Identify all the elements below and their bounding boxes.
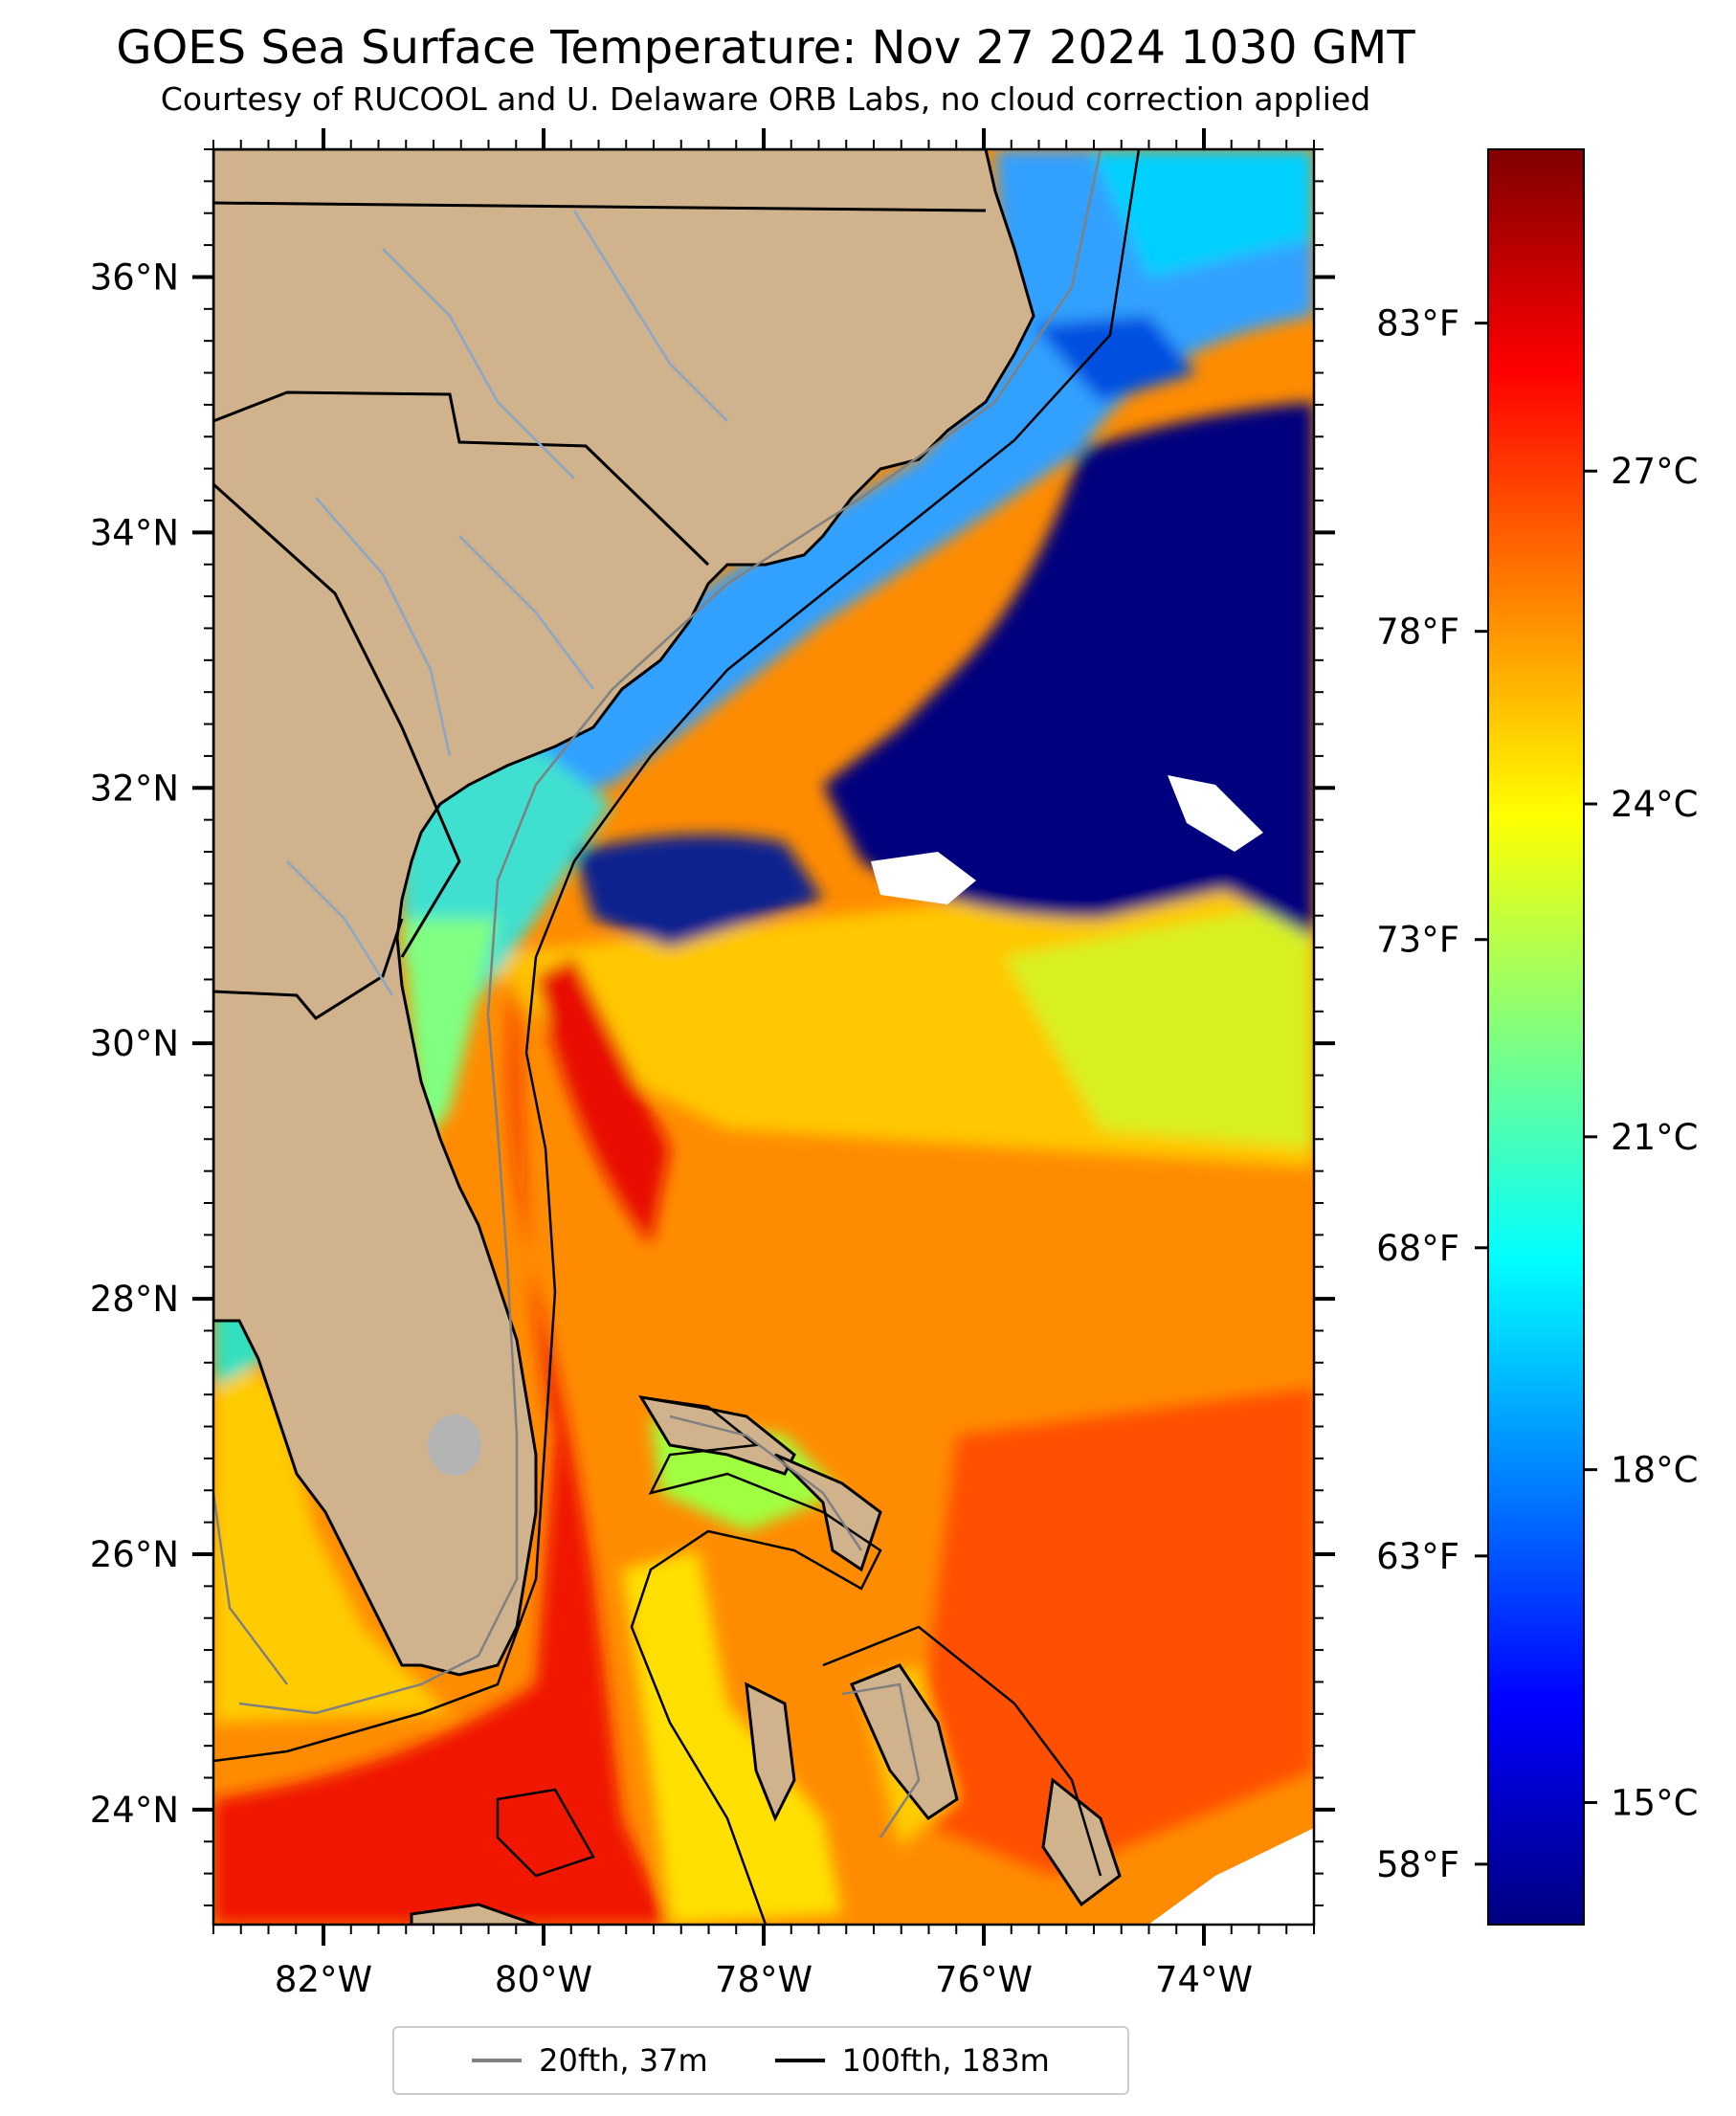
lat-tick-label: 30°N — [90, 1023, 179, 1064]
missing-data-patches — [871, 775, 1314, 1925]
fahrenheit-tick-label: 63°F — [1376, 1536, 1459, 1577]
lat-tick-label: 36°N — [90, 256, 179, 298]
celsius-tick-label: 24°C — [1611, 784, 1698, 825]
fahrenheit-tick-label: 73°F — [1376, 920, 1459, 961]
legend-entry-100fth: 100fth, 183m — [774, 2042, 1050, 2079]
isobath-100fth — [213, 149, 1141, 1925]
latitude-ticks: 36°N 34°N 32°N 30°N 28°N 26°N 24°N — [90, 256, 1335, 1831]
fahrenheit-tick-label: 83°F — [1376, 303, 1459, 345]
lat-tick-label: 26°N — [90, 1534, 179, 1575]
lat-tick-label: 32°N — [90, 768, 179, 809]
legend-swatch-gray — [472, 2059, 523, 2062]
celsius-tick-label: 21°C — [1611, 1117, 1698, 1158]
bahamas-islands — [410, 1394, 1122, 1925]
lat-tick-label: 34°N — [90, 512, 179, 553]
lat-tick-label: 28°N — [90, 1279, 179, 1320]
legend-label-100fth: 100fth, 183m — [841, 2042, 1050, 2079]
isobath-20fth — [213, 149, 1102, 1838]
state-borders — [213, 201, 987, 1020]
lon-tick-label: 74°W — [1155, 1959, 1253, 2000]
celsius-tick-label: 27°C — [1611, 451, 1698, 492]
rivers — [286, 210, 728, 996]
land-us-southeast — [213, 149, 1035, 1677]
isobath-legend: 20fth, 37m 100fth, 183m — [392, 2026, 1129, 2095]
minor-ticks — [204, 140, 1324, 1934]
chart-subtitle: Courtesy of RUCOOL and U. Delaware ORB L… — [160, 80, 1371, 118]
lat-tick-label: 24°N — [90, 1790, 179, 1831]
lon-tick-label: 78°W — [715, 1959, 812, 2000]
lon-tick-label: 82°W — [275, 1959, 372, 2000]
celsius-tick-label: 15°C — [1611, 1782, 1698, 1823]
lon-tick-label: 76°W — [935, 1959, 1033, 2000]
lake-okeechobee — [428, 1414, 481, 1476]
map-area — [213, 149, 1314, 1925]
fahrenheit-tick-label: 68°F — [1376, 1228, 1459, 1269]
fahrenheit-tick-label: 58°F — [1376, 1844, 1459, 1885]
legend-label-20fth: 20fth, 37m — [539, 2042, 708, 2079]
legend-swatch-black — [774, 2059, 825, 2062]
chart-title: GOES Sea Surface Temperature: Nov 27 202… — [116, 21, 1415, 75]
fahrenheit-tick-label: 78°F — [1376, 612, 1459, 653]
lon-tick-label: 80°W — [495, 1959, 592, 2000]
colorbar-ticks: 27°C 24°C 21°C 18°C 15°C 83°F 78°F 73°F 68°F 63°F… — [1376, 303, 1698, 1885]
legend-entry-20fth: 20fth, 37m — [472, 2042, 708, 2079]
colorbar — [1487, 148, 1585, 1926]
celsius-tick-label: 18°C — [1611, 1450, 1698, 1491]
